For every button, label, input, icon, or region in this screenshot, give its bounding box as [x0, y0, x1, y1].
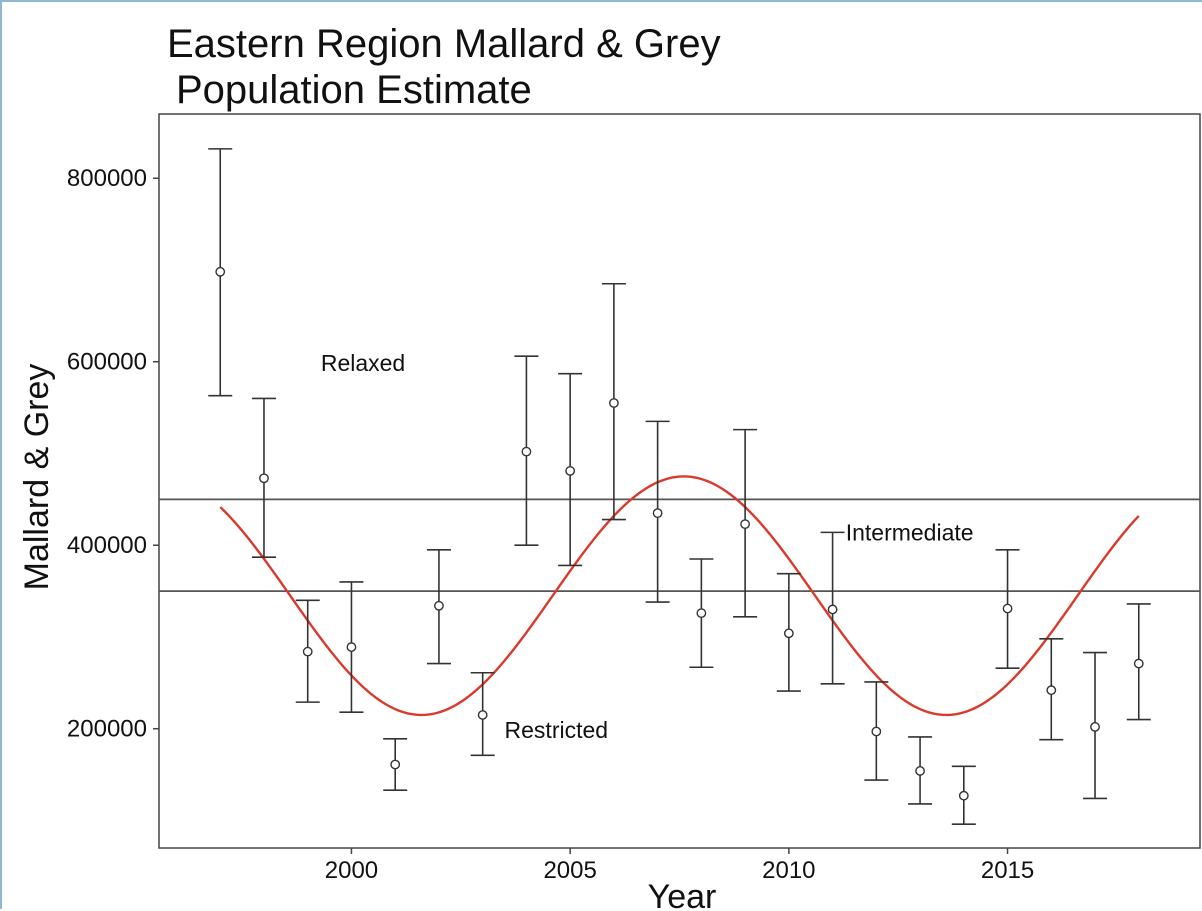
x-tick-label-2015: 2015 [981, 857, 1034, 884]
annotation-restricted: Restricted [505, 717, 609, 743]
x-axis-ticks: 2000 2005 2010 2015 [325, 848, 1034, 884]
data-point-2016 [1046, 685, 1057, 696]
data-point-2001 [390, 759, 401, 770]
data-point-2014 [958, 790, 969, 801]
annotations: Relaxed Intermediate Restricted [321, 350, 974, 743]
y-tick-label-800000: 800000 [67, 165, 147, 192]
y-tick-label-600000: 600000 [67, 349, 147, 376]
data-points [215, 266, 1144, 801]
y-axis-title: Mallard & Grey [18, 364, 56, 591]
data-point-2018 [1133, 658, 1144, 669]
x-tick-label-2010: 2010 [762, 857, 815, 884]
data-point-2002 [434, 600, 444, 611]
data-point-2008 [696, 608, 707, 619]
annotation-relaxed: Relaxed [321, 350, 405, 376]
chart-title-line-1: Eastern Region Mallard & Grey [167, 22, 721, 66]
threshold-lines [159, 498, 1200, 592]
data-point-2007 [652, 508, 663, 519]
x-axis-title: Year [648, 878, 717, 911]
y-axis-ticks: 200000 400000 600000 800000 [67, 165, 159, 743]
data-point-1997 [215, 266, 226, 277]
data-point-2017 [1090, 721, 1100, 732]
data-point-2011 [827, 604, 838, 615]
error-bars [208, 148, 1151, 825]
data-point-1998 [259, 473, 269, 484]
data-point-1999 [302, 646, 313, 657]
y-tick-label-400000: 400000 [67, 532, 147, 559]
y-tick-label-200000: 200000 [67, 716, 147, 743]
chart-title-line-2: Population Estimate [176, 68, 532, 112]
fitted-curve-group [219, 475, 1140, 717]
plot-area-border [158, 113, 1201, 849]
data-point-2015 [1002, 603, 1013, 614]
data-point-2004 [521, 446, 532, 457]
data-point-2013 [915, 766, 925, 776]
data-point-2000 [346, 642, 357, 652]
data-point-2010 [783, 628, 794, 639]
data-point-2006 [608, 398, 619, 408]
data-point-2005 [565, 466, 576, 476]
data-point-2009 [740, 519, 751, 530]
x-tick-label-2000: 2000 [325, 857, 378, 884]
data-point-2003 [477, 710, 488, 720]
data-point-2012 [871, 726, 882, 737]
x-tick-label-2005: 2005 [543, 857, 596, 884]
annotation-intermediate: Intermediate [846, 520, 974, 546]
fitted-curve [219, 475, 1140, 717]
